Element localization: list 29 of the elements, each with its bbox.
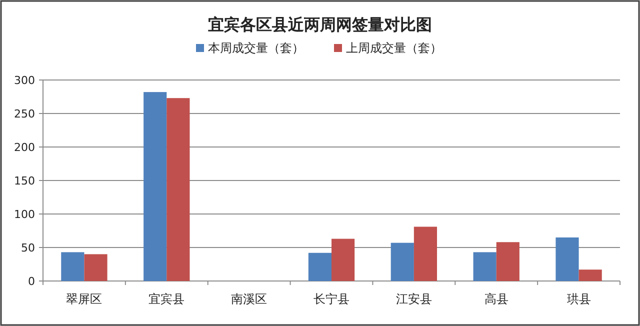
- bar: [166, 98, 190, 281]
- x-tick-label: 宜宾县: [148, 292, 185, 306]
- x-tick-label: 长宁县: [314, 292, 350, 306]
- bar: [578, 270, 602, 281]
- y-tick-label: 300: [14, 74, 35, 87]
- legend-label: 上周成交量（套）: [346, 41, 442, 55]
- y-tick-label: 200: [14, 141, 35, 154]
- bar: [332, 238, 355, 281]
- x-tick-label: 珙县: [566, 292, 591, 306]
- y-tick-label: 0: [28, 275, 35, 288]
- legend-label: 本周成交量（套）: [208, 41, 304, 55]
- bar: [390, 242, 414, 281]
- bar: [556, 237, 579, 281]
- y-tick-label: 50: [21, 242, 35, 254]
- x-tick-label: 南溪区: [231, 292, 268, 306]
- bar: [414, 226, 438, 281]
- x-tick-label: 江安县: [396, 292, 432, 306]
- x-tick-label: 高县: [484, 292, 508, 306]
- x-tick-label: 翠屏区: [66, 292, 102, 306]
- y-tick-label: 100: [14, 208, 35, 221]
- bar: [308, 252, 332, 281]
- bar: [144, 92, 167, 281]
- chart-title: 宜宾各区县近两周网签量对比图: [208, 15, 432, 34]
- y-tick-label: 250: [14, 108, 35, 120]
- bar: [84, 254, 108, 281]
- bar: [61, 252, 84, 281]
- bar: [496, 242, 520, 281]
- y-tick-label: 150: [14, 174, 35, 188]
- bar: [473, 252, 496, 281]
